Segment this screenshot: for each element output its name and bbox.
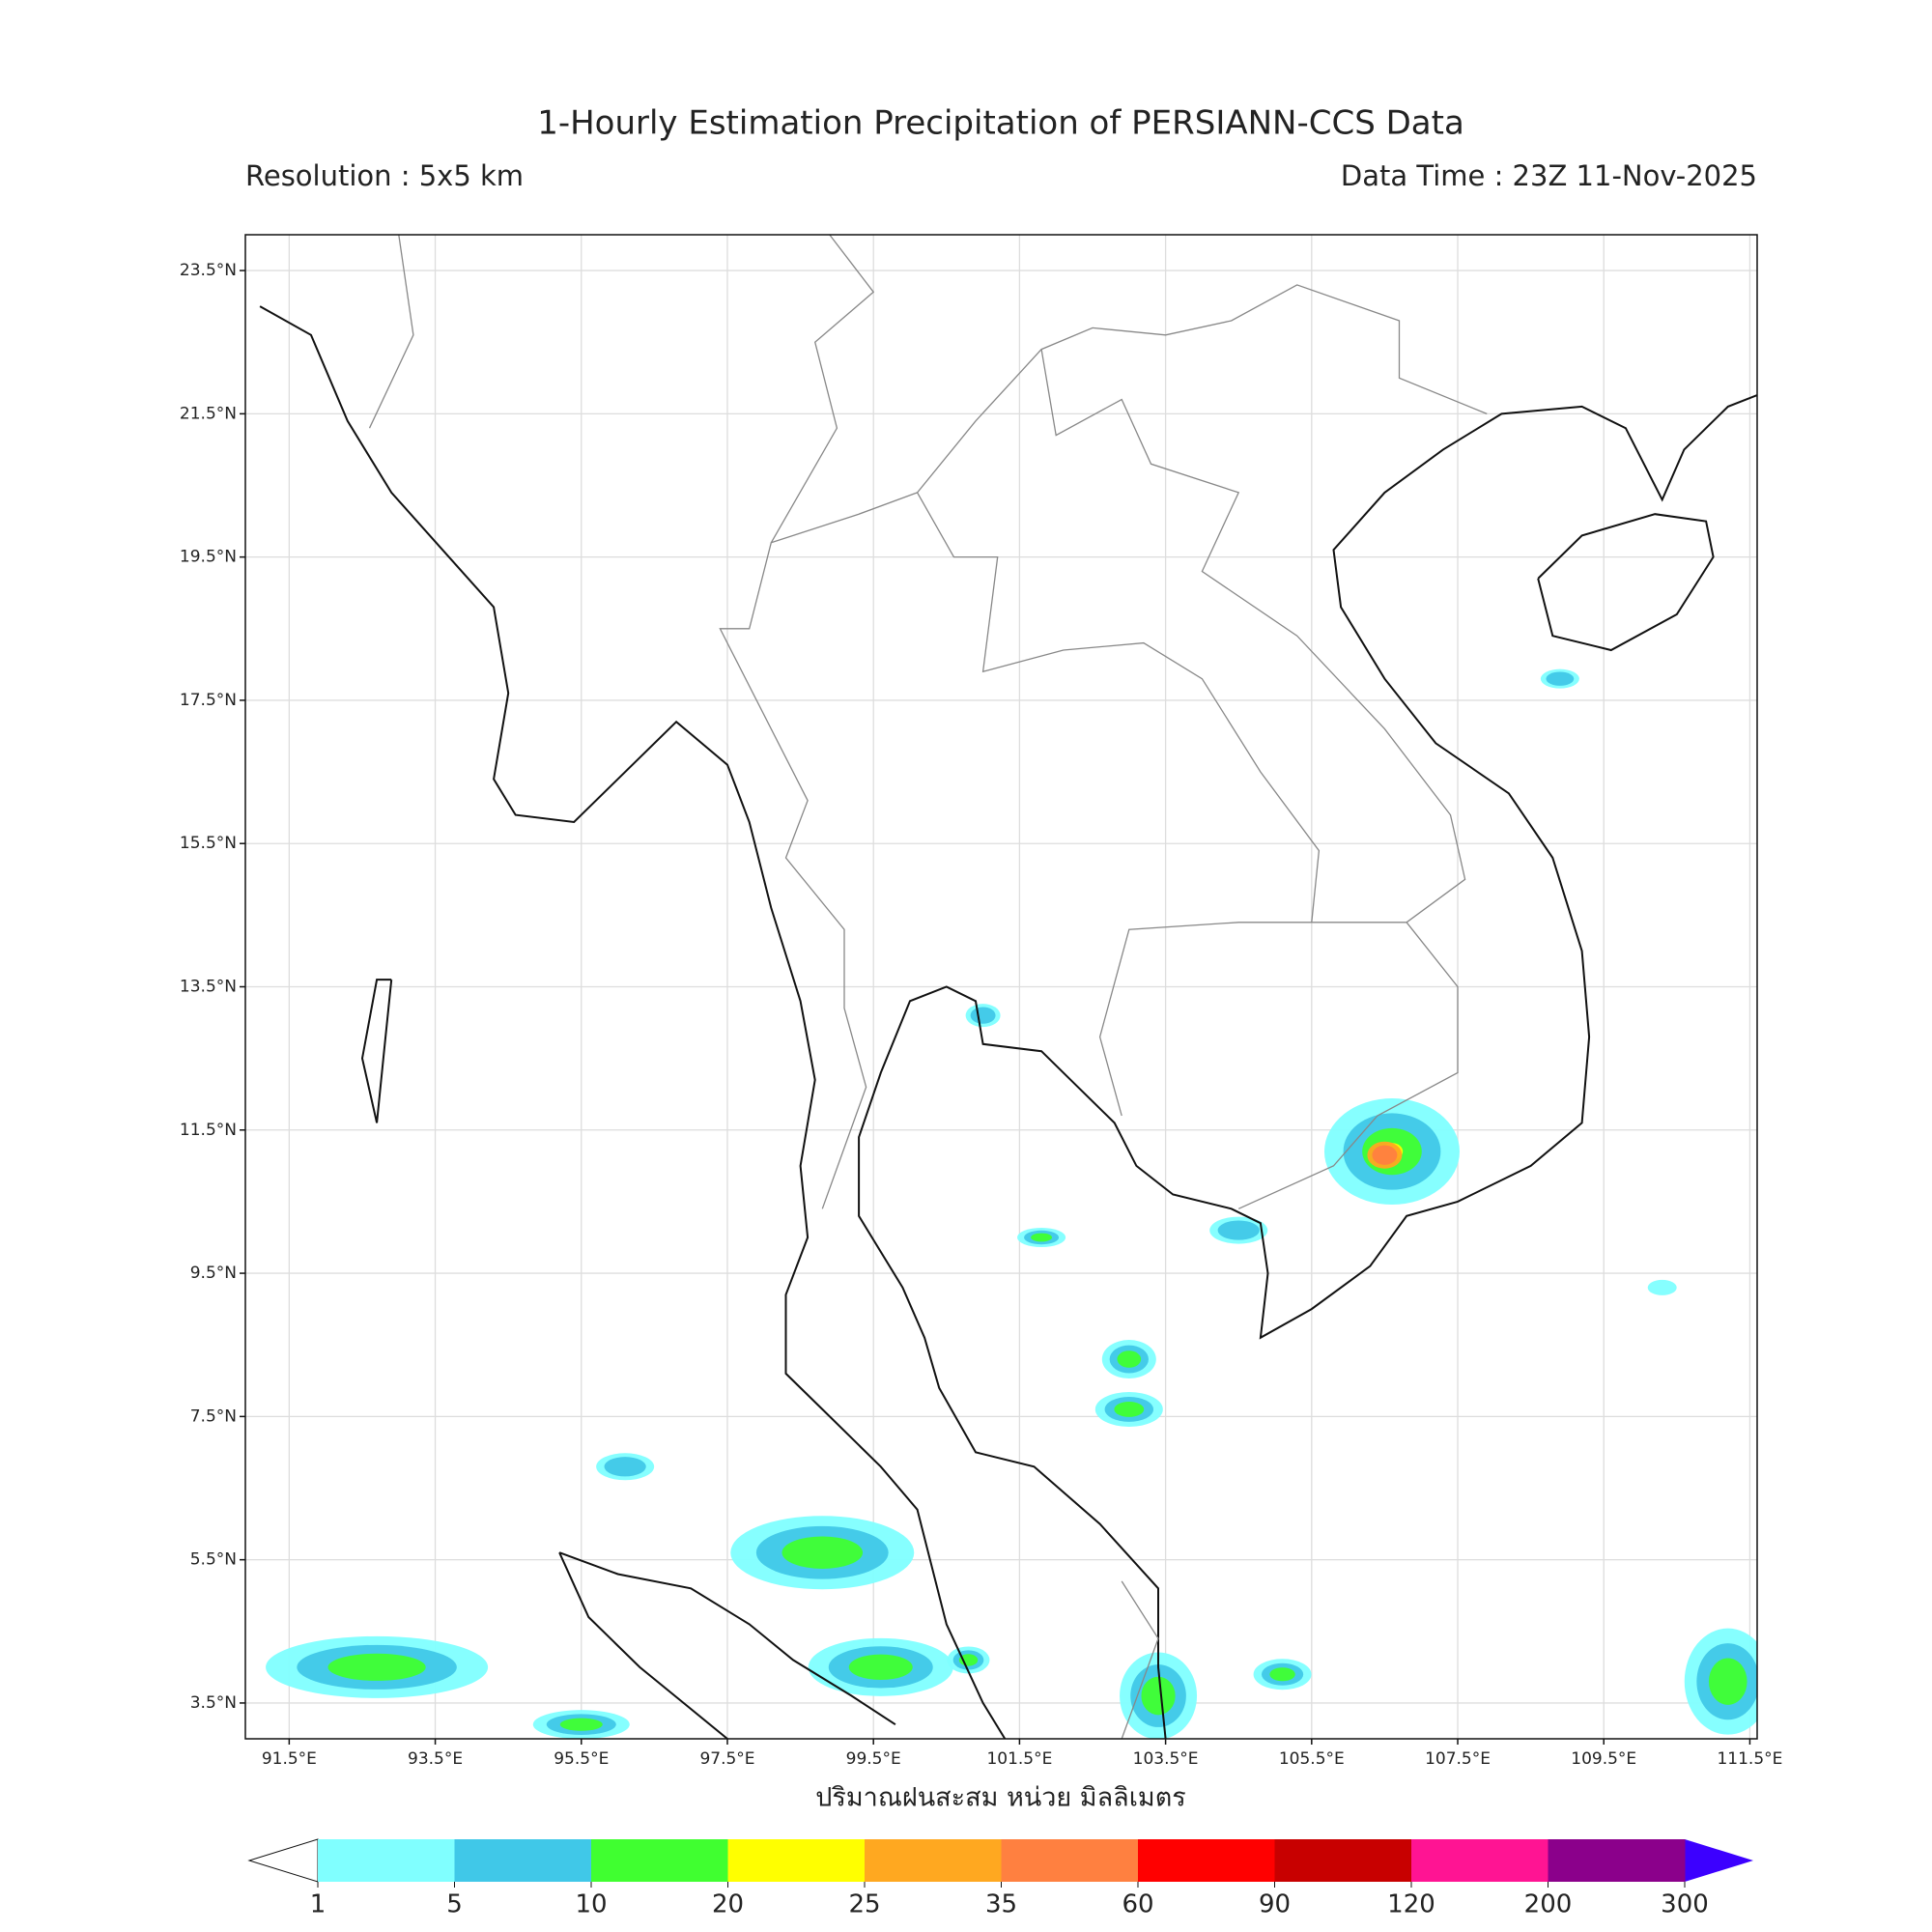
y-tick-label: 13.5°N [180, 978, 237, 997]
colorbar-bin [1001, 1839, 1139, 1882]
rain-area [1114, 1402, 1145, 1417]
colorbar-bin [591, 1839, 728, 1882]
y-tick-label: 11.5°N [180, 1121, 237, 1140]
subtitle-right: Data Time : 23Z 11-Nov-2025 [1341, 159, 1757, 192]
colorbar-bin [865, 1839, 1002, 1882]
y-tick-label: 7.5°N [190, 1406, 237, 1426]
colorbar-bin [1411, 1839, 1548, 1882]
island-coast [360, 979, 393, 1123]
x-tick-label: 95.5°E [554, 1749, 609, 1769]
coastline [858, 394, 1757, 1739]
rain-area [604, 1457, 646, 1477]
x-tick-label: 111.5°E [1717, 1749, 1782, 1769]
colorbar-bin [454, 1839, 592, 1882]
rain-area [327, 1653, 426, 1681]
border [1040, 349, 1466, 923]
y-tick-label: 19.5°N [180, 548, 237, 567]
x-tick-label: 97.5°E [699, 1749, 754, 1769]
border [917, 492, 1321, 1117]
title: 1-Hourly Estimation Precipitation of PER… [537, 104, 1464, 143]
rain-area [1372, 1145, 1398, 1165]
y-tick-label: 5.5°N [190, 1550, 237, 1570]
border [719, 492, 918, 1209]
rain-area [1117, 1350, 1142, 1368]
x-tick-label: 101.5°E [986, 1749, 1052, 1769]
x-tick-label: 109.5°E [1571, 1749, 1636, 1769]
coastline [558, 1551, 896, 1726]
rain-area [781, 1536, 864, 1569]
coastline [558, 1551, 728, 1739]
coastline [259, 305, 1007, 1739]
x-tick-label: 105.5°E [1279, 1749, 1345, 1769]
rain-area [970, 1007, 996, 1024]
colorbar-label: 1 [310, 1890, 327, 1919]
rain-area [1708, 1658, 1747, 1705]
map-content [245, 235, 1757, 1739]
colorbar-bin [318, 1839, 455, 1882]
y-tick-label: 21.5°N [180, 404, 237, 423]
x-tick-label: 99.5°E [846, 1749, 901, 1769]
colorbar-label: 35 [985, 1890, 1017, 1919]
rain-area [1141, 1676, 1176, 1716]
y-tick-label: 3.5°N [190, 1693, 237, 1713]
rain-area [1546, 671, 1575, 686]
colorbar-bin [1548, 1839, 1686, 1882]
subtitle-left: Resolution : 5x5 km [245, 159, 524, 192]
colorbar-bin [727, 1839, 866, 1882]
rain-area [1031, 1233, 1053, 1242]
colorbar-label: 60 [1122, 1890, 1153, 1919]
x-tick-label: 91.5°E [262, 1749, 317, 1769]
rain-area [559, 1718, 603, 1731]
colorbar-label: 90 [1259, 1890, 1291, 1919]
colorbar-label: 25 [848, 1890, 880, 1919]
y-tick-label: 9.5°N [190, 1264, 237, 1283]
x-tick-label: 107.5°E [1425, 1749, 1491, 1769]
colorbar-bin [1138, 1839, 1275, 1882]
rain-area [1647, 1279, 1677, 1295]
rain-area [1217, 1220, 1260, 1240]
island-coast [1537, 513, 1715, 652]
y-tick-label: 23.5°N [180, 261, 237, 280]
x-tick-label: 93.5°E [408, 1749, 463, 1769]
y-tick-label: 15.5°N [180, 834, 237, 853]
x-axis-label: ปริมาณฝนสะสม หน่วย มิลลิเมตร [815, 1783, 1186, 1813]
x-tick-label: 103.5°E [1133, 1749, 1199, 1769]
border [368, 235, 414, 429]
border [770, 235, 875, 544]
colorbar: 1 5 10 20 25 35 60 90 120 200 300 [247, 1838, 1753, 1919]
colorbar-label: 10 [575, 1890, 607, 1919]
colorbar-label: 20 [712, 1890, 744, 1919]
rain-area [1269, 1667, 1295, 1682]
y-tick-label: 17.5°N [180, 691, 237, 710]
colorbar-bin [1274, 1839, 1412, 1882]
map-area: 91.5°E 93.5°E 95.5°E 97.5°E 99.5°E 101.5°E 103… [180, 234, 1782, 1769]
border [917, 284, 1488, 494]
colorbar-label: 120 [1387, 1890, 1435, 1919]
colorbar-label: 300 [1661, 1890, 1709, 1919]
colorbar-label: 200 [1524, 1890, 1573, 1919]
rain-area [848, 1654, 913, 1681]
colorbar-label: 5 [446, 1890, 463, 1919]
border [1121, 1580, 1159, 1739]
colorbar-over [1685, 1839, 1753, 1882]
